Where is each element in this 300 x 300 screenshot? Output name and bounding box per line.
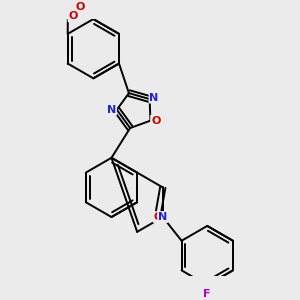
Text: O: O xyxy=(151,116,160,126)
Text: O: O xyxy=(68,11,78,21)
Text: N: N xyxy=(158,212,167,222)
Text: N: N xyxy=(149,93,159,103)
Text: O: O xyxy=(76,2,85,11)
Text: F: F xyxy=(203,289,211,299)
Text: O: O xyxy=(154,212,163,222)
Text: N: N xyxy=(107,105,116,115)
